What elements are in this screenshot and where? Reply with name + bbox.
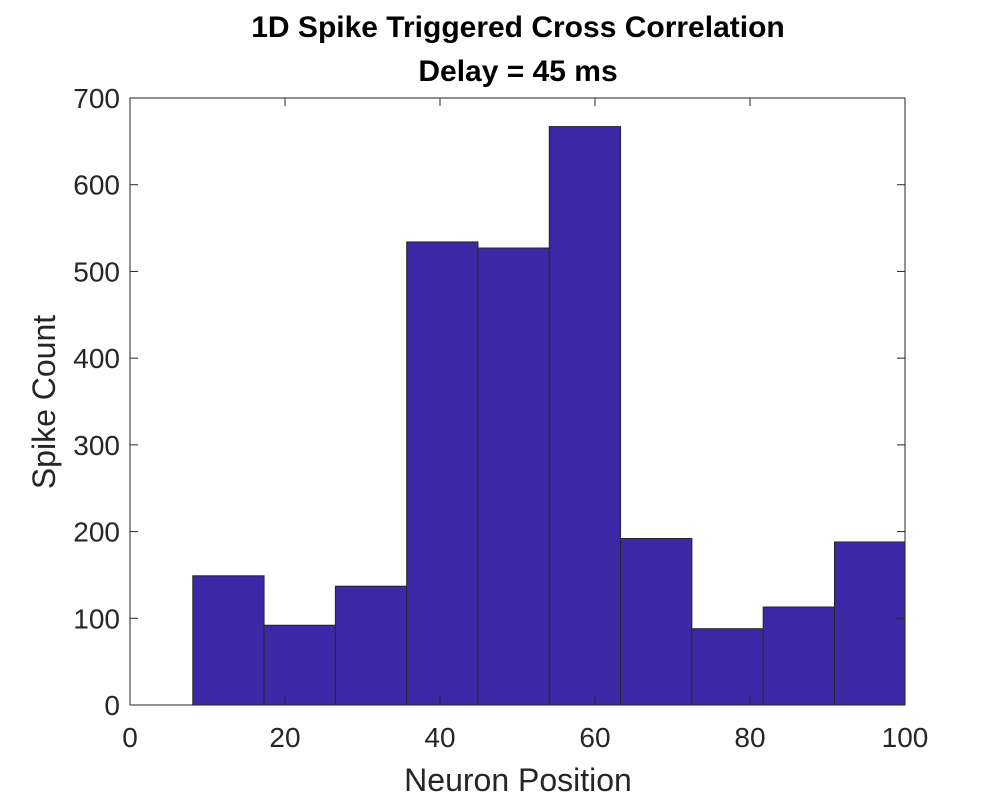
- histogram-bar-3: [334, 585, 408, 706]
- histogram-bar-8: [691, 628, 764, 706]
- histogram-bar-2: [263, 624, 336, 706]
- histogram-bar-5: [477, 247, 550, 706]
- x-tick-label: 60: [579, 722, 610, 753]
- histogram-bar-6: [548, 126, 622, 706]
- y-tick-label: 100: [73, 603, 120, 634]
- y-tick-label: 600: [73, 170, 120, 201]
- y-tick-label: 200: [73, 517, 120, 548]
- y-tick-label: 0: [104, 690, 120, 721]
- histogram-bar-4: [406, 241, 479, 706]
- x-axis-label: Neuron Position: [404, 762, 632, 798]
- bars-group: [192, 126, 906, 706]
- y-tick-label: 700: [73, 83, 120, 114]
- histogram-bar-9: [762, 606, 835, 706]
- chart-subtitle: Delay = 45 ms: [418, 55, 617, 88]
- histogram-bar-1: [192, 575, 265, 706]
- x-tick-label: 80: [734, 722, 765, 753]
- plot-frame: [129, 97, 906, 706]
- x-tick-label: 20: [269, 722, 300, 753]
- histogram-bar-7: [620, 538, 693, 706]
- histogram-bar-10: [833, 541, 906, 706]
- axis-ticks-group: 0 20 40 60 80 100 0 100 200 300 400 500 600 700: [73, 83, 928, 753]
- y-tick-label: 300: [73, 430, 120, 461]
- y-tick-label: 500: [73, 256, 120, 287]
- chart-title: 1D Spike Triggered Cross Correlation: [251, 11, 784, 44]
- x-tick-label: 0: [122, 722, 138, 753]
- y-axis-label: Spike Count: [26, 315, 62, 489]
- x-tick-label: 40: [424, 722, 455, 753]
- x-tick-label: 100: [882, 722, 929, 753]
- y-tick-label: 400: [73, 343, 120, 374]
